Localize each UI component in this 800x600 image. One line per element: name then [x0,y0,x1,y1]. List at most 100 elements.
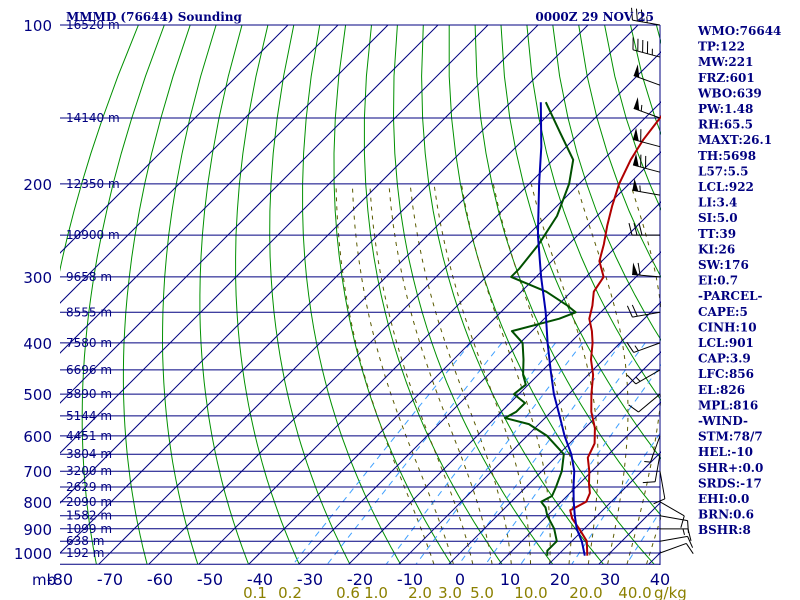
mixing-ratio-line [485,342,646,565]
isotherm-line [248,151,661,565]
mixing-ratio-lines-group [292,342,661,565]
height-label: 10900 m [66,228,120,242]
wind-barb-full-flag [635,8,638,22]
index-row: -PARCEL- [698,289,763,303]
wind-barb [632,262,661,278]
isotherm-line [98,25,639,565]
index-row: SHR+:0.0 [698,461,763,475]
index-row: EI:0.7 [698,274,738,288]
wind-barb-pennant [632,262,639,276]
index-row: LCL:922 [698,180,754,194]
height-label: 3804 m [66,447,112,461]
index-row: SW:176 [698,258,749,272]
wind-barb-full-flag [631,7,633,21]
mixing-ratio-line [520,364,661,565]
dry-adiabat-line [60,25,139,272]
pressure-tick-label: 900 [23,521,52,539]
mixing-ratio-line [385,342,556,565]
pressure-axis: 100 200 300 400 500 600 700 800 900 1000 [14,17,52,563]
moist-adiabat-line [626,183,661,565]
wind-barb-full-flag [637,262,641,276]
wind-barb-staff [632,273,661,278]
pressure-unit-label: mb [32,571,56,589]
wind-barb-half-flag [640,104,643,112]
index-row: RH:65.5 [698,118,753,132]
height-label: 12350 m [66,177,120,191]
wind-barb-staff [654,454,661,482]
wind-barb-staff [659,515,688,522]
temperature-tick-label: -10 [397,570,423,589]
wind-barb-full-flag [687,528,692,541]
pressure-tick-label: 200 [23,176,52,194]
index-row: SRDS:-17 [698,476,762,490]
wind-barb [626,341,661,353]
wind-barb-half-flag [635,376,641,382]
wind-barb-full-flag [633,222,638,236]
index-row: HEL:-10 [698,445,753,459]
wind-barb-full-flag [626,305,633,318]
height-label: 9658 m [66,270,112,284]
height-label: 1099 m [66,522,112,536]
wind-barb-full-flag [628,222,633,236]
wind-barb-pennant [633,97,640,111]
isotherm-line [60,25,439,404]
dry-adiabat-line [269,25,351,565]
mixing-ratio-tick-label: 40.0 [618,584,651,600]
index-row: LI:3.4 [698,196,737,210]
mixing-ratio-tick-label: 3.0 [438,584,462,600]
dry-adiabat-line [421,25,604,565]
valid-time: 0000Z 29 NOV 25 [535,10,654,24]
isotherm-line [198,101,661,565]
wind-barb-full-flag [680,515,685,528]
index-row: KI:26 [698,242,735,256]
index-row: TH:5698 [698,149,756,163]
wind-barb [632,153,661,173]
moist-adiabat-line [369,183,474,565]
wind-barb-staff [659,542,687,554]
mixing-ratio-axis: 0.1 0.2 0.6 1.0 2.0 3.0 5.0 10.0 20.0 40.0 [243,584,652,600]
height-label: 5890 m [66,387,112,401]
height-label: 1582 m [66,509,112,523]
height-label: 5144 m [66,409,112,423]
mixing-ratio-tick-label: 2.0 [408,584,432,600]
temperature-tick-label: -20 [347,570,373,589]
mixing-ratio-line [415,342,583,565]
wind-barb-staff [632,138,661,148]
moist-adiabats-group [335,183,661,565]
dry-adiabat-line [392,25,554,565]
height-label: 16520 m [66,18,120,32]
wind-barb [644,435,661,463]
isotherm-line [548,451,661,565]
wind-barb-pennant [633,64,640,78]
index-row: SI:5.0 [698,211,738,225]
wind-barb [642,454,661,484]
wind-barb [632,127,661,148]
temperature-tick-label: 0 [455,570,465,589]
index-row: MAXT:26.1 [698,133,772,147]
moist-adiabat-line [409,183,512,565]
sounding-series-group [504,101,661,556]
wind-barb [659,501,685,528]
index-row: CAPE:5 [698,305,748,319]
wind-barb-full-flag [626,374,637,385]
index-row: PW:1.48 [698,102,753,116]
dry-adiabat-line [526,25,661,401]
pressure-tick-label: 700 [23,463,52,481]
wind-barb-pennant [632,127,639,141]
index-row: BRN:0.6 [698,508,754,522]
temperature-line [569,115,661,556]
index-row: -WIND- [698,414,748,428]
isotherms-group [60,25,661,565]
temperature-tick-label: 40 [650,570,670,589]
wind-barbs-group [626,7,694,554]
pressure-tick-label: 300 [23,269,52,287]
mixing-ratio-tick-label: 0.1 [243,584,267,600]
wind-barb-full-flag [626,341,635,353]
pressure-tick-label: 400 [23,335,52,353]
temperature-tick-label: 20 [550,570,570,589]
wind-barb-full-flag [653,498,666,505]
wind-barb [628,393,661,413]
dry-adiabat-line [302,25,402,565]
index-row: EL:826 [698,383,745,397]
